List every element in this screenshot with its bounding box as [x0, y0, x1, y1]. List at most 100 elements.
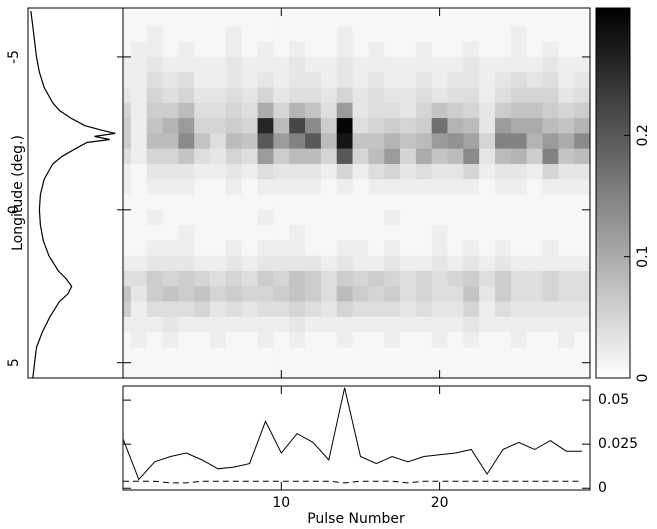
- heat-cell: [479, 270, 496, 287]
- heat-cell: [194, 11, 211, 27]
- heat-cell: [130, 194, 148, 211]
- heat-cell: [558, 240, 575, 256]
- heat-cell: [400, 301, 417, 318]
- heat-cell: [194, 332, 211, 348]
- heat-cell: [336, 362, 353, 378]
- heat-cell: [273, 72, 290, 88]
- heat-cell: [257, 255, 274, 272]
- heat-cell: [479, 332, 496, 348]
- heat-cell: [320, 347, 338, 364]
- heat-cell: [305, 133, 322, 149]
- heat-cell: [384, 87, 401, 104]
- heat-cell: [558, 179, 575, 195]
- heat-cell: [123, 163, 132, 180]
- heat-cell: [320, 301, 338, 318]
- heat-cell: [352, 41, 369, 58]
- heat-cell: [400, 11, 417, 27]
- heat-cell: [542, 255, 559, 272]
- heat-cell: [178, 163, 195, 180]
- heat-cell: [558, 270, 575, 287]
- heat-cell: [431, 255, 448, 272]
- heat-cell: [542, 225, 559, 241]
- heat-cell: [463, 316, 480, 333]
- heat-cell: [130, 133, 148, 149]
- heat-cell: [495, 286, 512, 302]
- heat-cell: [336, 347, 353, 364]
- heat-cell: [495, 41, 512, 58]
- heat-cell: [320, 118, 338, 134]
- heat-cell: [574, 72, 590, 88]
- heat-cell: [479, 179, 496, 195]
- heat-cell: [574, 209, 590, 226]
- heat-cell: [574, 41, 590, 58]
- heat-cell: [510, 270, 527, 287]
- heat-cell: [194, 118, 211, 134]
- heat-cell: [123, 209, 132, 226]
- heat-cell: [479, 87, 496, 104]
- heat-cell: [526, 102, 543, 119]
- heat-cell: [162, 87, 179, 104]
- heat-cell: [305, 87, 322, 104]
- heat-cell: [273, 240, 290, 256]
- heat-cell: [273, 148, 290, 165]
- heat-cell: [495, 316, 512, 333]
- heat-cell: [123, 133, 132, 149]
- heat-cell: [510, 179, 527, 195]
- heat-cell: [526, 347, 543, 364]
- heat-cell: [320, 240, 338, 256]
- heat-cell: [241, 255, 258, 272]
- heat-cell: [336, 26, 353, 42]
- heat-cell: [305, 301, 322, 318]
- heat-cell: [241, 332, 258, 348]
- heat-cell: [130, 255, 148, 272]
- heat-cell: [463, 163, 480, 180]
- heat-cell: [400, 347, 417, 364]
- heat-cell: [542, 118, 559, 134]
- heat-cell: [542, 316, 559, 333]
- heat-cell: [178, 255, 195, 272]
- heat-cell: [352, 26, 369, 42]
- heat-cell: [463, 87, 480, 104]
- heat-cell: [210, 362, 227, 378]
- heat-cell: [384, 56, 401, 73]
- heat-cell: [510, 56, 527, 73]
- heat-cell: [542, 362, 559, 378]
- heat-cell: [162, 194, 179, 211]
- heat-cell: [257, 163, 274, 180]
- heat-cell: [415, 362, 432, 378]
- heat-cell: [241, 301, 258, 318]
- heat-cell: [510, 316, 527, 333]
- heat-cell: [368, 102, 385, 119]
- heat-cell: [146, 133, 163, 149]
- heat-cell: [241, 347, 258, 364]
- heat-cell: [210, 225, 227, 241]
- heat-cell: [431, 41, 448, 58]
- heat-cell: [257, 148, 274, 165]
- heat-cell: [495, 118, 512, 134]
- heat-cell: [447, 41, 464, 58]
- heat-cell: [225, 87, 243, 104]
- heat-cell: [225, 118, 243, 134]
- heat-cell: [320, 362, 338, 378]
- heat-cell: [273, 179, 290, 195]
- heat-cell: [463, 179, 480, 195]
- heat-cell: [336, 163, 353, 180]
- heat-cell: [352, 56, 369, 73]
- heat-cell: [146, 148, 163, 165]
- heat-cell: [400, 133, 417, 149]
- heat-cell: [400, 179, 417, 195]
- heat-cell: [178, 209, 195, 226]
- heat-cell: [479, 26, 496, 42]
- heat-cell: [431, 133, 448, 149]
- heat-cell: [495, 87, 512, 104]
- heat-cell: [463, 118, 480, 134]
- heat-cell: [400, 332, 417, 348]
- heat-cell: [162, 163, 179, 180]
- heat-cell: [479, 316, 496, 333]
- heat-cell: [225, 179, 243, 195]
- heat-cell: [495, 102, 512, 119]
- heat-cell: [273, 163, 290, 180]
- heat-cell: [479, 11, 496, 27]
- heat-cell: [178, 316, 195, 333]
